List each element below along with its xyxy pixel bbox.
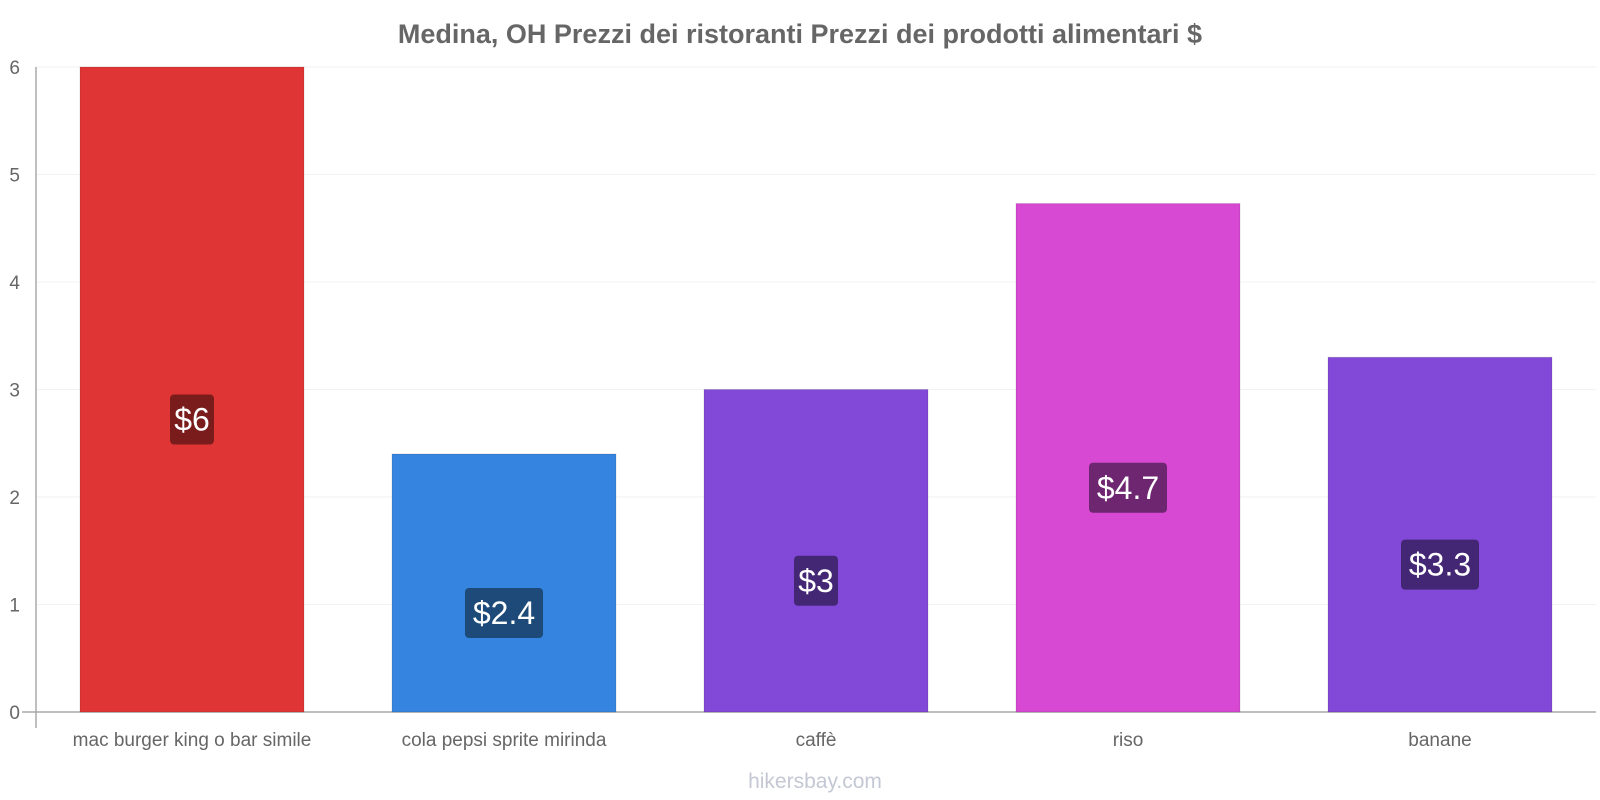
category-label: cola pepsi sprite mirinda <box>402 730 607 751</box>
bar[interactable] <box>79 66 305 713</box>
value-label: $3.3 <box>1409 547 1471 583</box>
y-tick-label: 4 <box>9 273 20 294</box>
y-tick-label: 1 <box>9 596 20 617</box>
y-tick-label: 6 <box>9 58 20 79</box>
bar[interactable] <box>1327 356 1553 713</box>
y-tick-label: 2 <box>9 488 20 509</box>
value-label-box <box>1089 462 1167 513</box>
value-label: $4.7 <box>1097 470 1159 506</box>
value-label-box <box>465 588 543 638</box>
bars <box>79 66 1553 713</box>
value-label: $3 <box>798 563 834 599</box>
value-label: $2.4 <box>473 595 535 631</box>
bar[interactable] <box>703 389 929 713</box>
bar[interactable] <box>1015 203 1241 713</box>
value-label-box <box>794 555 838 606</box>
chart-title: Medina, OH Prezzi dei ristoranti Prezzi … <box>398 19 1202 49</box>
value-label-box <box>170 394 214 445</box>
category-label: banane <box>1408 730 1471 751</box>
bar[interactable] <box>391 453 617 713</box>
category-labels: mac burger king o bar simile cola pepsi s… <box>73 730 1472 751</box>
y-tick-label: 5 <box>9 166 20 187</box>
category-label: riso <box>1113 730 1144 751</box>
value-label-box <box>1401 539 1479 590</box>
category-label: mac burger king o bar simile <box>73 730 312 751</box>
value-labels: $6 $2.4 $3 $4.7 $3.3 <box>170 394 1479 638</box>
value-label: $6 <box>174 402 210 438</box>
y-tick-label: 3 <box>9 381 20 402</box>
watermark[interactable]: hikersbay.com <box>748 770 882 793</box>
y-tick-label: 0 <box>9 703 20 724</box>
category-label: caffè <box>796 730 837 751</box>
